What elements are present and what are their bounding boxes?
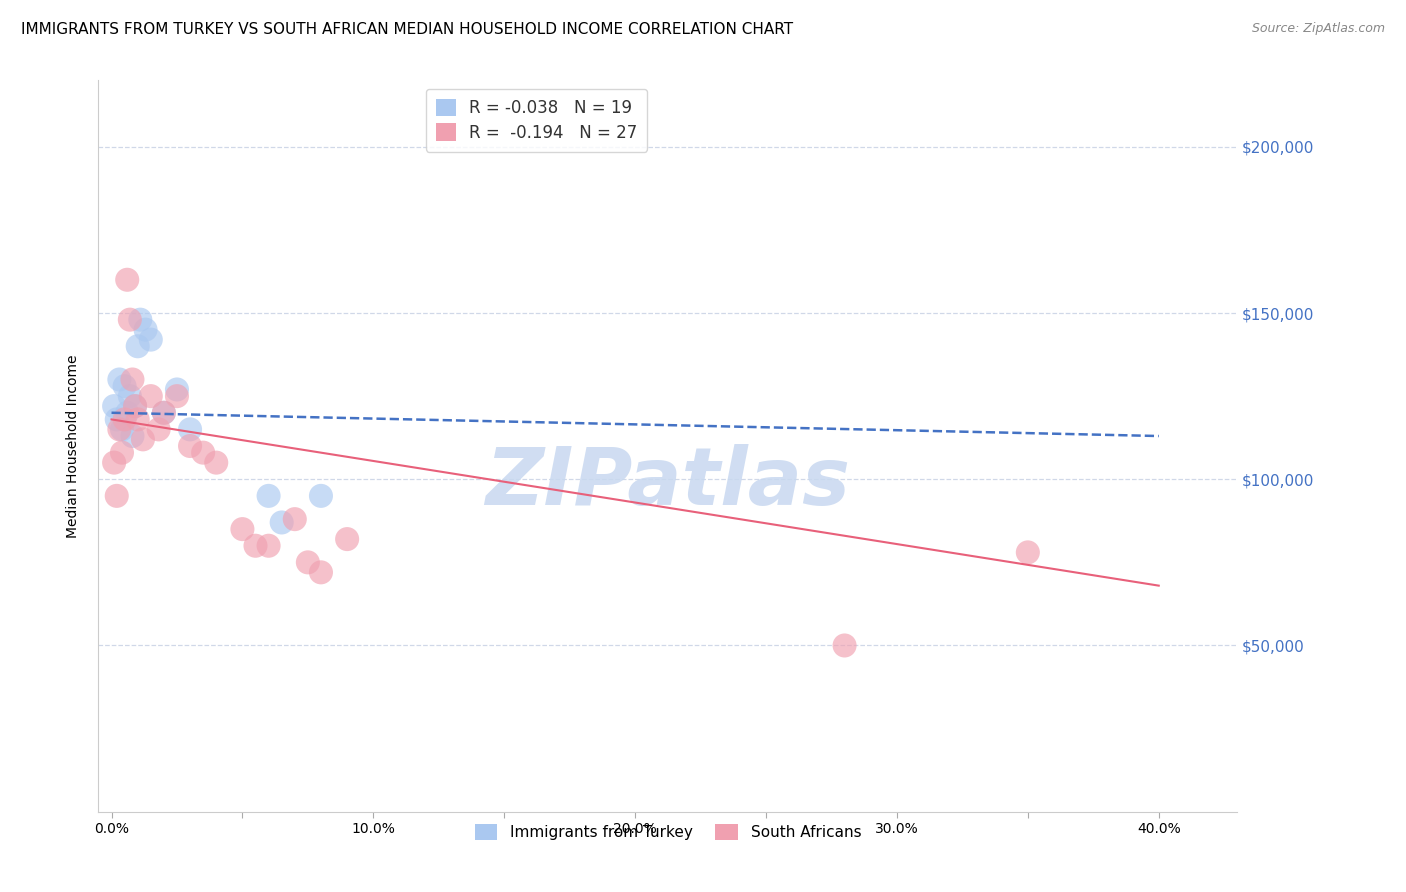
Point <box>139 389 162 403</box>
Point <box>108 372 131 386</box>
Point <box>153 406 176 420</box>
Point <box>139 333 162 347</box>
Point <box>166 383 188 397</box>
Point <box>114 412 136 426</box>
Point <box>127 412 149 426</box>
Point <box>297 555 319 569</box>
Point <box>121 372 143 386</box>
Point <box>105 412 128 426</box>
Point <box>121 429 143 443</box>
Text: ZIPatlas: ZIPatlas <box>485 443 851 522</box>
Y-axis label: Median Household Income: Median Household Income <box>66 354 80 538</box>
Point <box>153 406 176 420</box>
Point <box>115 273 138 287</box>
Point <box>124 399 146 413</box>
Point <box>231 522 253 536</box>
Point <box>105 489 128 503</box>
Point <box>257 539 280 553</box>
Point <box>108 422 131 436</box>
Point <box>132 433 155 447</box>
Point <box>245 539 267 553</box>
Legend: Immigrants from Turkey, South Africans: Immigrants from Turkey, South Africans <box>467 817 869 848</box>
Point <box>309 566 332 580</box>
Point <box>118 312 141 326</box>
Point <box>129 312 152 326</box>
Point <box>257 489 280 503</box>
Text: IMMIGRANTS FROM TURKEY VS SOUTH AFRICAN MEDIAN HOUSEHOLD INCOME CORRELATION CHAR: IMMIGRANTS FROM TURKEY VS SOUTH AFRICAN … <box>21 22 793 37</box>
Point <box>205 456 228 470</box>
Point <box>166 389 188 403</box>
Point <box>103 456 125 470</box>
Point <box>270 516 292 530</box>
Point <box>1017 545 1039 559</box>
Point <box>111 422 134 436</box>
Point <box>111 445 134 459</box>
Text: Source: ZipAtlas.com: Source: ZipAtlas.com <box>1251 22 1385 36</box>
Point <box>118 389 141 403</box>
Point <box>148 422 170 436</box>
Point <box>179 422 201 436</box>
Point <box>179 439 201 453</box>
Point <box>135 323 157 337</box>
Point <box>124 399 146 413</box>
Point <box>127 339 149 353</box>
Point <box>309 489 332 503</box>
Point <box>103 399 125 413</box>
Point <box>284 512 307 526</box>
Point <box>191 445 214 459</box>
Point <box>834 639 856 653</box>
Point <box>114 379 136 393</box>
Point <box>336 532 359 546</box>
Point <box>115 406 138 420</box>
